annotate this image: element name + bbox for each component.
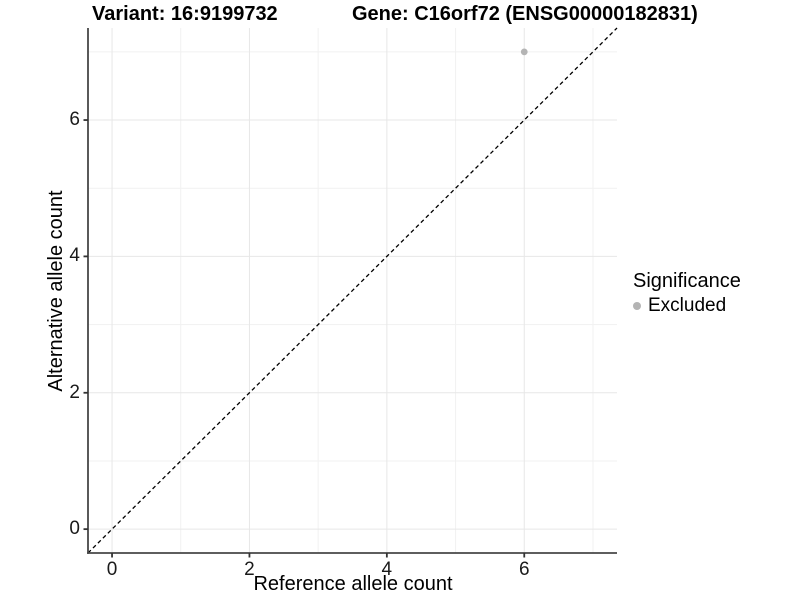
legend-title: Significance [633, 270, 741, 292]
legend-item-excluded: Excluded [631, 295, 741, 317]
plot-title-gene: Gene: C16orf72 (ENSG00000182831) [352, 3, 698, 25]
y-tick-label: 0 [69, 518, 80, 540]
y-tick-label: 6 [69, 109, 80, 131]
excluded-marker-dot-icon [633, 302, 641, 310]
legend-item-label: Excluded [648, 295, 727, 316]
y-axis-title: Alternative allele count [45, 190, 67, 392]
y-tick-label: 2 [69, 381, 80, 403]
y-tick-label: 4 [69, 245, 80, 267]
x-axis-title: Reference allele count [253, 573, 453, 595]
legend: Significance Excluded [631, 270, 741, 317]
x-tick-label: 4 [381, 559, 393, 580]
x-tick-label: 6 [518, 559, 530, 580]
data-point [520, 48, 528, 56]
x-tick-label: 0 [106, 559, 118, 580]
plot-title-variant: Variant: 16:9199732 [92, 3, 278, 25]
identity-line [87, 27, 618, 554]
x-tick-label: 2 [244, 559, 255, 580]
